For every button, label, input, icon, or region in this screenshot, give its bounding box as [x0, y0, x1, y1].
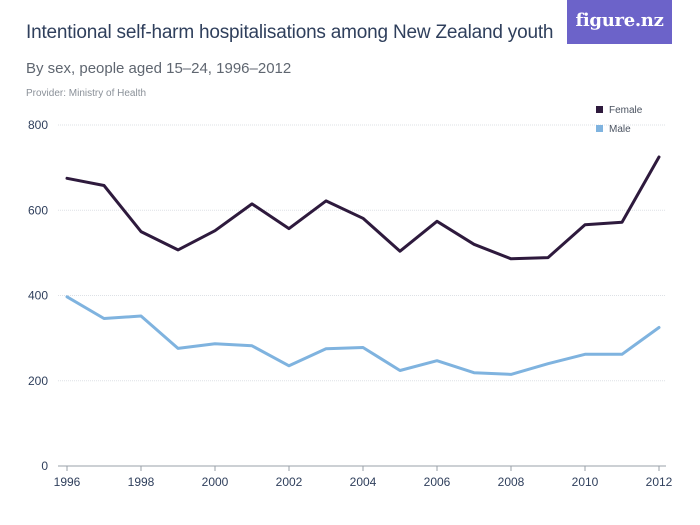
- series-line-female: [65, 155, 661, 261]
- y-tick-label: 200: [28, 374, 48, 388]
- y-axis: 0 200 400 600 800: [28, 118, 48, 473]
- legend: Female Male: [596, 105, 643, 135]
- series-layer: [65, 155, 661, 376]
- data-provider: Provider: Ministry of Health: [26, 88, 147, 99]
- chart-subtitle: By sex, people aged 15–24, 1996–2012: [26, 60, 292, 77]
- chart-title: Intentional self-harm hospitalisations a…: [26, 22, 554, 43]
- y-tick-label: 600: [28, 203, 48, 217]
- x-tick-label: 2010: [572, 475, 599, 489]
- x-tick-label: 2000: [202, 475, 229, 489]
- legend-swatch-male: [596, 125, 603, 132]
- legend-label-female: Female: [609, 105, 643, 116]
- y-tick-label: 400: [28, 289, 48, 303]
- x-tick-label: 1998: [128, 475, 155, 489]
- series-line-male: [65, 295, 661, 376]
- x-tick-label: 2006: [424, 475, 451, 489]
- x-tick-label: 2002: [276, 475, 303, 489]
- legend-label-male: Male: [609, 124, 631, 135]
- x-tick-label: 2012: [646, 475, 673, 489]
- y-tick-label: 800: [28, 118, 48, 132]
- legend-swatch-female: [596, 106, 603, 113]
- figure-nz-logo[interactable]: figure.nz: [567, 0, 672, 44]
- x-tick-label: 2004: [350, 475, 377, 489]
- y-tick-label: 0: [41, 459, 48, 473]
- x-tick-label: 2008: [498, 475, 525, 489]
- x-tick-label: 1996: [54, 475, 81, 489]
- x-axis: 1996 1998 2000 2002 2004 2006 2008 2010 2012: [54, 466, 673, 489]
- grid-layer: [58, 124, 666, 467]
